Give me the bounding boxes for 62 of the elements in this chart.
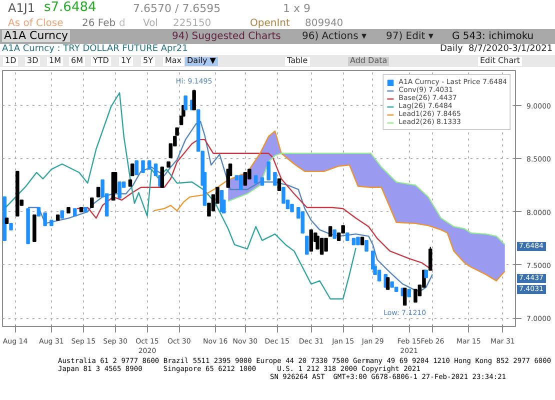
text: 26 Feb [82,18,116,29]
text: As of Close [8,18,64,29]
candlestick [220,190,224,212]
text: 3D [25,56,40,66]
candlestick [239,175,243,190]
text: 1D [3,56,18,66]
candlestick [90,197,94,208]
text: 1Y [119,56,133,66]
line-series [228,152,506,246]
text: Vol [143,18,158,29]
line-series [76,138,434,271]
candlestick [134,160,138,176]
candlestick [141,160,145,173]
candlestick [192,89,196,110]
candlestick [386,277,390,290]
candlestick [414,288,418,303]
line-series [27,120,434,292]
chart-title: A1A Curncy : TRY DOLLAR FUTURE Apr21 [2,44,188,55]
text: 7.6570 / 7.6595 [133,2,221,16]
text: 225150 [173,18,212,29]
line-series [4,92,356,300]
text: 96) Actions ▾ [302,31,367,42]
candlestick [277,178,282,192]
line-series [153,130,506,282]
candlestick [96,186,100,198]
candlestick [428,246,432,271]
text: Add Data [348,56,390,66]
text: 5Y [141,56,155,66]
text: 94) Suggested Charts [172,31,281,42]
candlestick [184,95,188,110]
text: YTD [91,56,111,66]
candlestick [130,163,134,176]
text: 1M [47,56,63,66]
text: Max [163,56,184,66]
candlestick [328,226,332,237]
candlestick [43,212,47,226]
text: OpenInt [250,18,290,29]
candlestick [243,172,248,186]
candlestick [160,166,164,188]
candlestick [364,240,368,252]
candlestick [300,211,305,234]
candlestick [377,270,382,282]
text: 6M [69,56,85,66]
candlestick [266,161,270,180]
text: 97) Edit ▾ [386,31,434,42]
text: G 543: ichimoku [452,31,534,42]
candlestick [305,236,309,255]
text: 1 x 9 [283,2,310,16]
chart-subtitle: Daily 8/7/2020-3/1/2021 [440,44,553,55]
text: A1A Curncy [2,29,70,42]
text: Edit Chart [478,56,522,66]
text: 809940 [305,18,344,29]
candlestick [309,229,314,252]
candlestick [118,182,122,198]
text: Table [285,56,310,66]
text: Daily ▼ [185,56,218,66]
candlestick [320,238,324,255]
candlestick [273,172,277,186]
text: A1J1 [8,1,36,16]
text: d [119,18,126,29]
candlestick [324,238,328,252]
text: s7.6484 [44,0,96,16]
